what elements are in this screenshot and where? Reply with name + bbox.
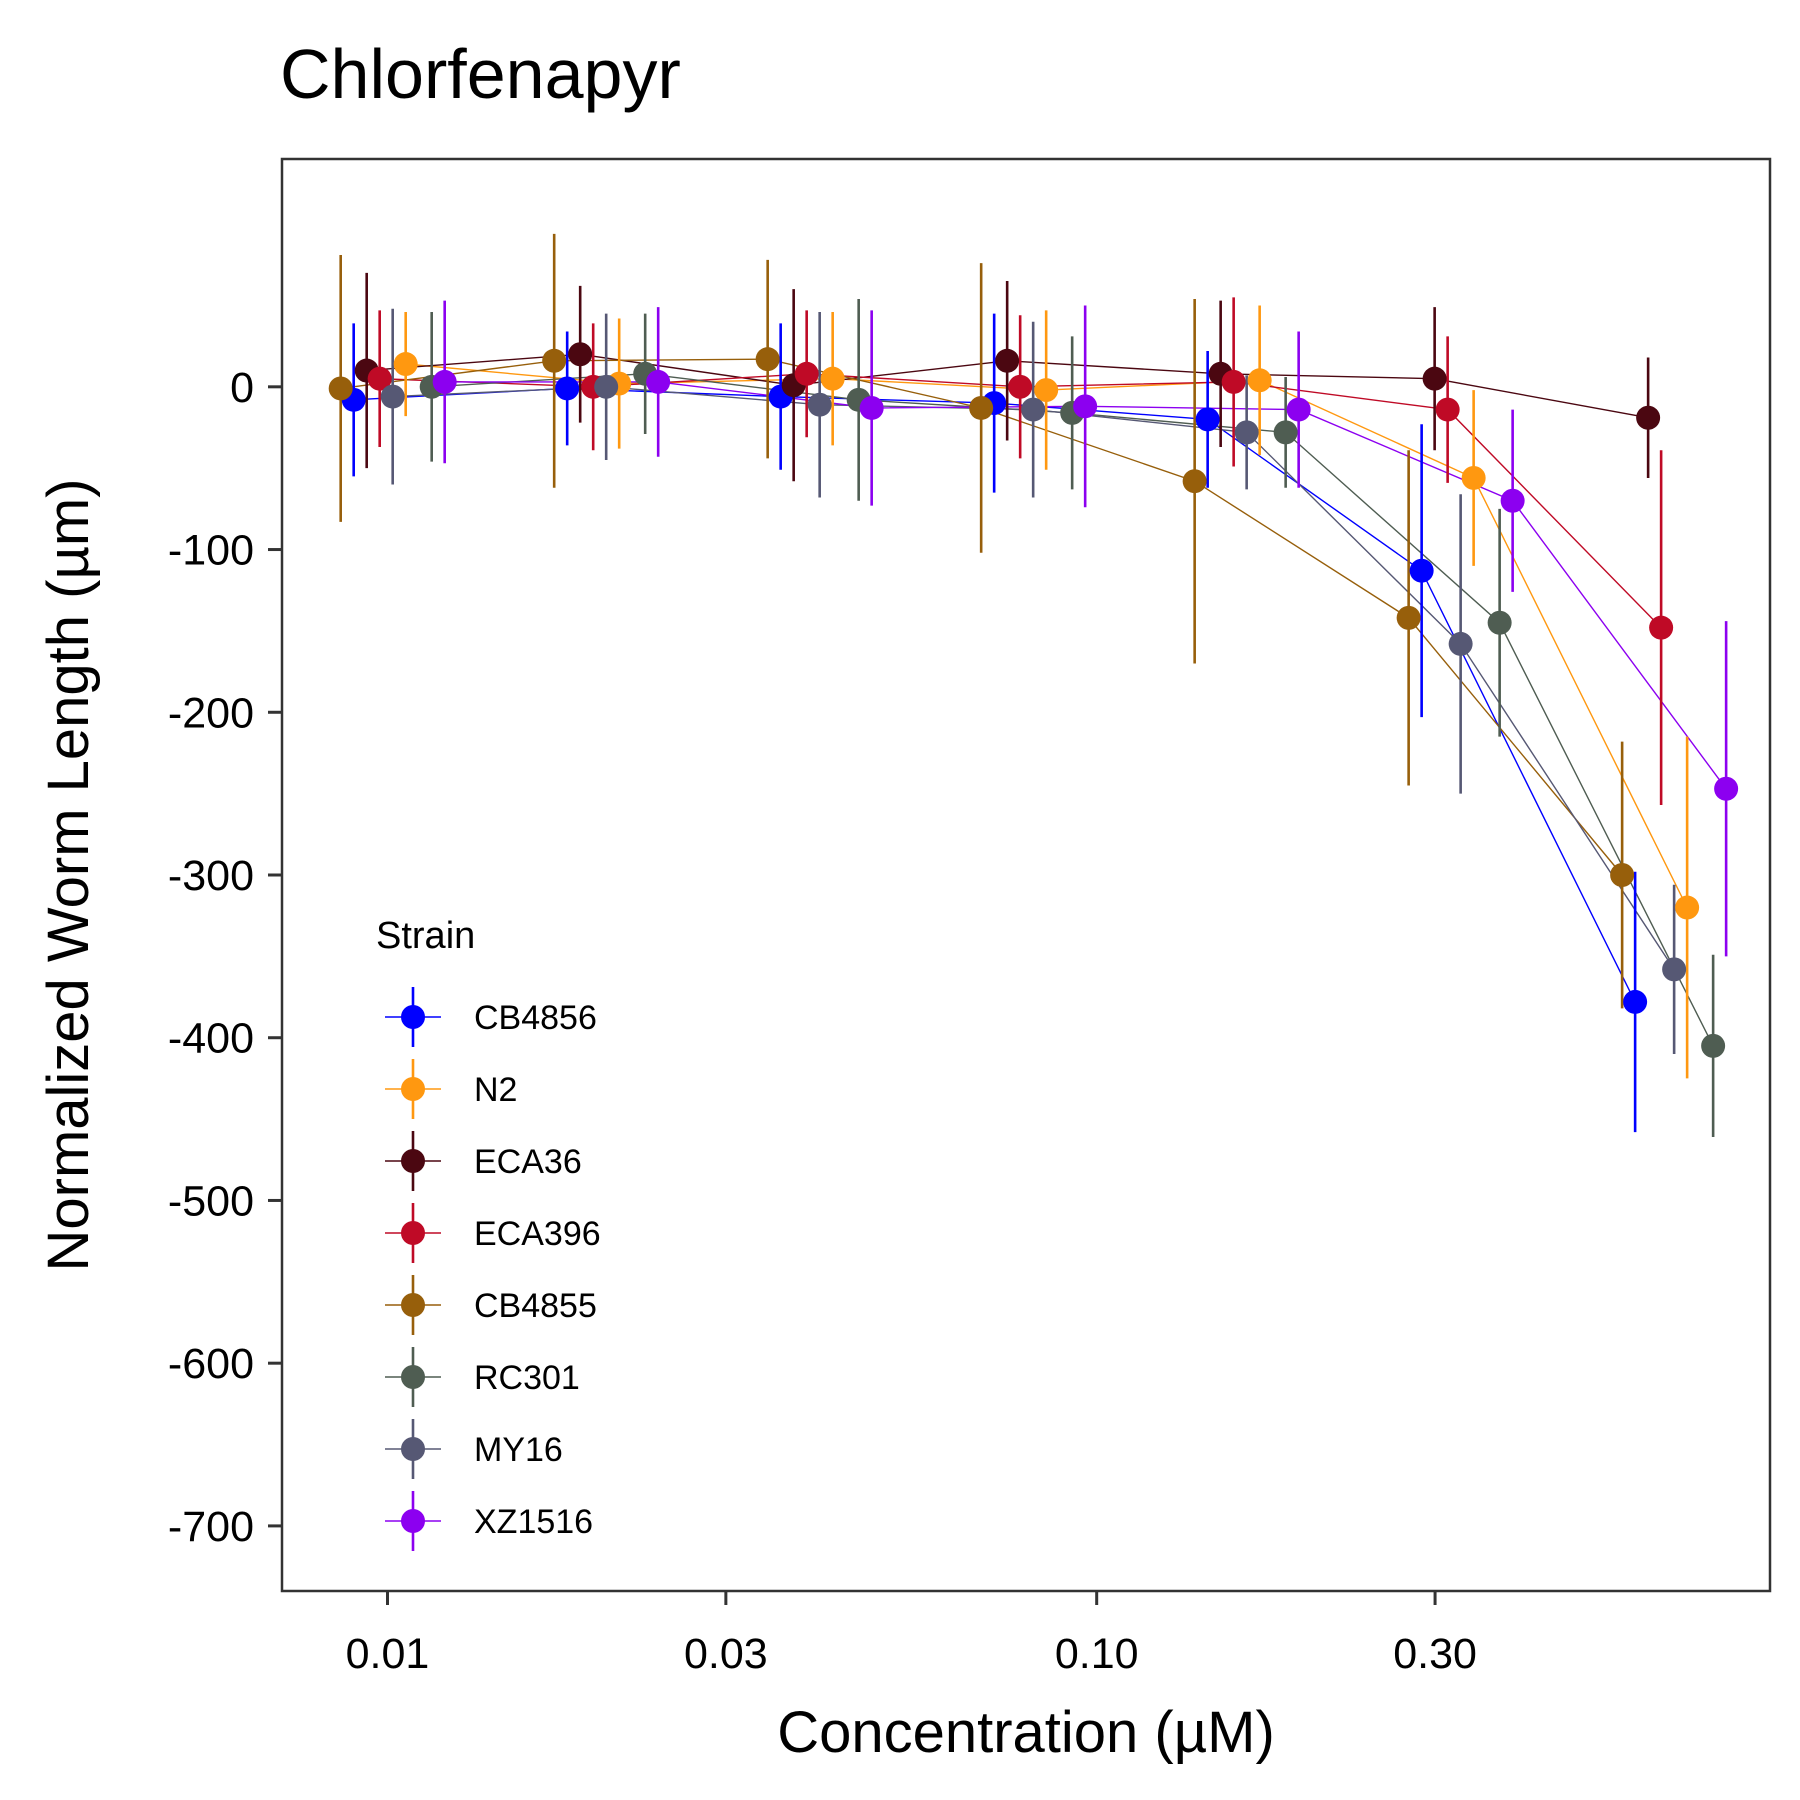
point-CB4855-5: [1396, 605, 1421, 630]
legend-item-ECA396: ECA396: [385, 1203, 601, 1263]
point-CB4855-1: [542, 348, 567, 373]
point-CB4855-6: [1610, 863, 1635, 887]
point-CB4855-3: [969, 395, 994, 420]
point-CB4855-2: [755, 347, 780, 372]
point-XZ1516-0: [432, 369, 457, 394]
legend-label: ECA396: [474, 1215, 601, 1253]
y-tick-label: -600: [168, 1340, 254, 1388]
legend-label: CB4856: [474, 999, 597, 1037]
legend-label: CB4855: [474, 1287, 597, 1325]
point-CB4855-4: [1182, 469, 1207, 494]
legend-key-point: [401, 1077, 425, 1101]
y-tick-label: -500: [168, 1177, 254, 1225]
point-N2-2: [820, 366, 845, 391]
point-XZ1516-4: [1286, 397, 1311, 422]
x-axis-title: Concentration (µM): [777, 1700, 1275, 1765]
point-MY16-4: [1234, 420, 1259, 445]
point-XZ1516-3: [1073, 394, 1098, 419]
point-ECA396-2: [794, 361, 819, 386]
point-MY16-5: [1448, 631, 1473, 656]
legend-title: Strain: [376, 915, 475, 957]
point-ECA396-6: [1649, 615, 1674, 640]
point-RC301-4: [1273, 420, 1298, 445]
legend-item-RC301: RC301: [385, 1347, 580, 1407]
y-axis: 0 -100 -200 -300 -400 -500 -600 -700: [168, 364, 282, 1551]
legend-item-CB4855: CB4855: [385, 1275, 597, 1335]
point-MY16-1: [594, 374, 619, 399]
point-MY16-2: [807, 392, 832, 417]
y-axis-title: Normalized Worm Length (µm): [36, 479, 101, 1272]
legend-label: MY16: [474, 1431, 563, 1469]
y-tick-label: -100: [168, 527, 254, 575]
legend-key-point: [401, 1221, 425, 1245]
point-ECA36-5: [1422, 366, 1447, 391]
point-MY16-3: [1021, 397, 1046, 422]
point-N2-0: [393, 352, 418, 377]
point-N2-5: [1461, 465, 1486, 490]
point-MY16-0: [380, 384, 405, 409]
point-CB4855-0: [328, 376, 353, 401]
y-tick-label: -200: [168, 689, 254, 737]
y-tick-label: 0: [230, 364, 254, 412]
point-CB4856-1: [555, 376, 580, 401]
x-tick-label: 0.30: [1393, 1630, 1477, 1678]
point-XZ1516-2: [859, 395, 884, 420]
legend-key-point: [401, 1149, 425, 1173]
point-MY16-6: [1662, 957, 1687, 982]
y-tick-label: -300: [168, 852, 254, 900]
legend-item-XZ1516: XZ1516: [385, 1491, 593, 1551]
y-tick-label: -400: [168, 1015, 254, 1063]
legend-key-point: [401, 1005, 425, 1029]
point-N2-6: [1675, 895, 1700, 920]
legend-key-point: [401, 1365, 425, 1389]
legend-item-MY16: MY16: [385, 1419, 563, 1479]
x-tick-label: 0.03: [684, 1630, 768, 1678]
point-CB4856-5: [1409, 558, 1434, 583]
point-ECA396-5: [1435, 397, 1460, 422]
chart-title: Chlorfenapyr: [280, 35, 681, 113]
point-ECA36-1: [568, 342, 593, 367]
y-tick-label: -700: [168, 1503, 254, 1551]
legend-key-point: [401, 1437, 425, 1461]
point-ECA396-0: [367, 366, 392, 391]
x-tick-label: 0.01: [346, 1630, 430, 1678]
legend-key-point: [401, 1293, 425, 1317]
point-N2-3: [1034, 378, 1059, 403]
point-XZ1516-6: [1714, 776, 1739, 801]
legend-label: ECA36: [474, 1143, 582, 1181]
point-ECA36-3: [995, 348, 1020, 373]
legend-label: N2: [474, 1071, 517, 1109]
x-axis: 0.01 0.03 0.10 0.30: [346, 1591, 1477, 1678]
point-N2-4: [1247, 368, 1272, 393]
legend-label: RC301: [474, 1359, 580, 1397]
point-ECA396-4: [1221, 369, 1246, 394]
point-CB4856-6: [1623, 989, 1648, 1014]
point-XZ1516-5: [1500, 488, 1525, 513]
point-RC301-6: [1701, 1033, 1726, 1058]
legend-label: XZ1516: [474, 1503, 593, 1541]
data-points: [328, 342, 1739, 1058]
legend: Strain CB4856 N2 ECA36 ECA396 CB4855 RC301 MY1…: [376, 915, 601, 1551]
point-ECA36-6: [1636, 405, 1661, 430]
point-RC301-5: [1487, 610, 1512, 635]
point-ECA396-3: [1008, 374, 1033, 399]
legend-item-N2: N2: [385, 1059, 517, 1119]
point-CB4856-4: [1195, 407, 1220, 432]
x-tick-label: 0.10: [1055, 1630, 1139, 1678]
legend-item-CB4856: CB4856: [385, 987, 597, 1047]
point-XZ1516-1: [646, 369, 671, 394]
legend-item-ECA36: ECA36: [385, 1131, 582, 1191]
legend-key-point: [401, 1509, 425, 1533]
